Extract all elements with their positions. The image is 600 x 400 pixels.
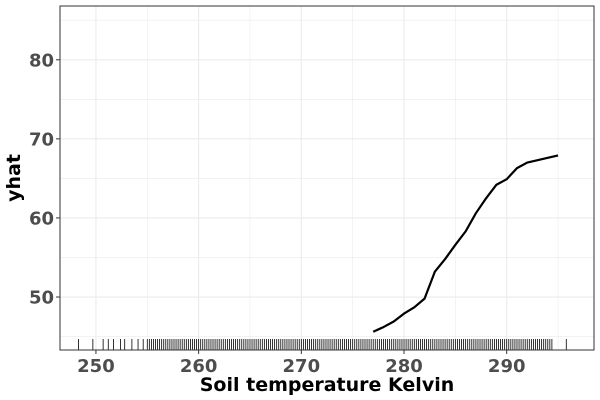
grid-lines xyxy=(60,6,594,350)
y-axis-title: yhat xyxy=(3,154,25,202)
y-axis-ticks: 50 60 70 80 xyxy=(29,50,60,309)
y-tick-label: 70 xyxy=(29,129,54,150)
x-tick-label: 260 xyxy=(180,356,218,377)
x-tick-label: 270 xyxy=(283,356,321,377)
x-tick-label: 290 xyxy=(488,356,526,377)
y-tick-label: 80 xyxy=(29,50,54,71)
x-tick-label: 280 xyxy=(385,356,423,377)
series-line xyxy=(372,154,559,333)
y-tick-label: 60 xyxy=(29,208,54,229)
x-axis-ticks: 250 260 270 280 290 xyxy=(77,350,526,377)
plot-border xyxy=(59,5,595,351)
rug-marks xyxy=(78,339,567,350)
x-axis-title: Soil temperature Kelvin xyxy=(200,374,455,396)
x-tick-label: 250 xyxy=(77,356,115,377)
plot-panel xyxy=(60,6,594,350)
y-tick-label: 50 xyxy=(29,288,54,309)
